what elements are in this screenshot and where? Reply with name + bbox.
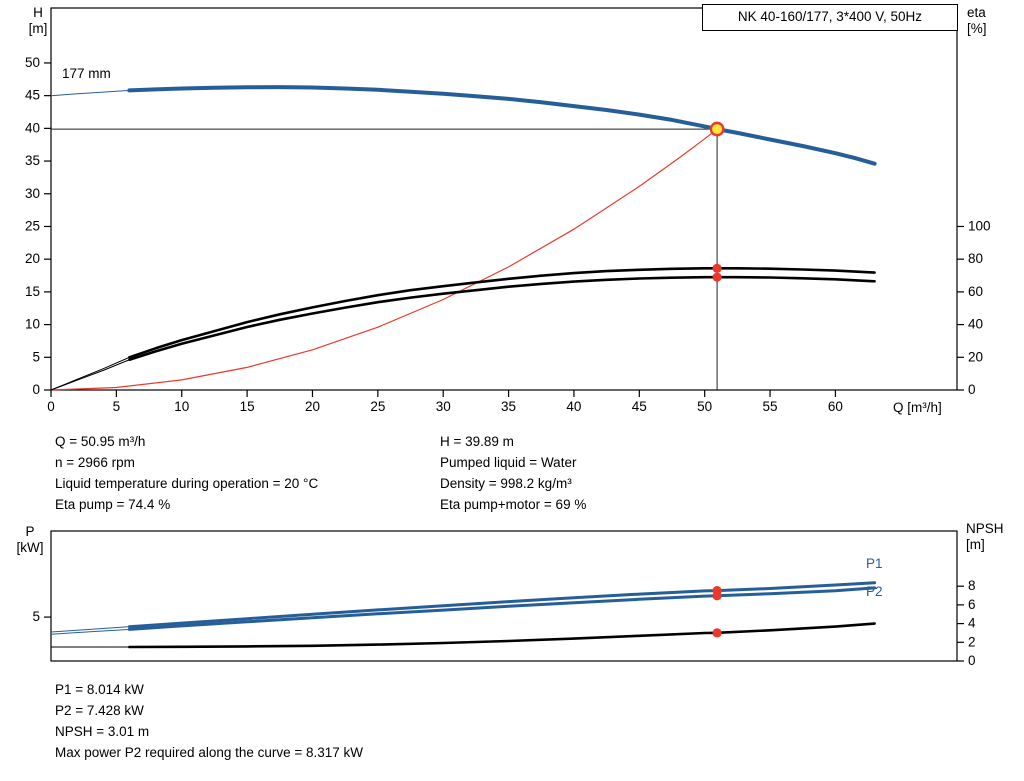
info-p2: P2 = 7.428 kW — [55, 703, 144, 718]
x-tick-label: 40 — [566, 399, 581, 414]
curve-eta-pump-motor — [128, 275, 876, 361]
info-liquid-temp: Liquid temperature during operation = 20… — [55, 476, 319, 491]
y-right-tick-label: 100 — [968, 218, 991, 233]
info-eta-pump-motor: Eta pump+motor = 69 % — [440, 497, 587, 512]
info-eta-pump: Eta pump = 74.4 % — [55, 497, 171, 512]
info-n: n = 2966 rpm — [55, 455, 135, 470]
curve-head-curve-177mm — [127, 85, 877, 166]
x-tick-label: 35 — [501, 399, 516, 414]
npsh-point-marker — [712, 628, 722, 638]
y-left-tick-label: 5 — [32, 609, 40, 624]
q-axis-label: Q [m³/h] — [893, 400, 942, 415]
y-left-tick-label: 15 — [25, 284, 40, 299]
power-info: P1 = 8.014 kW P2 = 7.428 kW NPSH = 3.01 … — [55, 679, 363, 763]
info-npsh: NPSH = 3.01 m — [55, 724, 150, 739]
y-left-tick-label: 35 — [25, 153, 40, 168]
p2-point-marker — [712, 591, 722, 601]
y-right-tick-label: 6 — [968, 597, 976, 612]
y-right-tick-label: 40 — [968, 317, 983, 332]
x-tick-label: 15 — [240, 399, 255, 414]
power-npsh-chart: 5 0 2 4 6 8 — [32, 530, 976, 668]
p2-curve-label: P2 — [866, 584, 883, 599]
y-right-tick-label: 0 — [968, 653, 976, 668]
y-right-tick-label: 0 — [968, 382, 976, 397]
operating-info-right: H = 39.89 m Pumped liquid = Water Densit… — [440, 431, 586, 515]
x-tick-label: 45 — [632, 399, 647, 414]
y-left-tick-label: 5 — [32, 349, 40, 364]
y-right-tick-label: 60 — [968, 284, 983, 299]
h-axis-label-line2: [m] — [28, 21, 48, 36]
x-tick-label: 25 — [370, 399, 385, 414]
y-right-tick-label: 4 — [968, 616, 976, 631]
curve-system-curve — [50, 128, 718, 391]
info-max-p2: Max power P2 required along the curve = … — [55, 745, 364, 760]
p1-curve-label: P1 — [866, 556, 883, 571]
eta-axis-label: eta [%] — [967, 5, 1011, 37]
curve-head-curve-177mm-leadin — [50, 89, 130, 97]
curve-npsh-curve — [128, 622, 876, 649]
y-left-tick-label: 25 — [25, 218, 40, 233]
p-axis-label-line1: P — [25, 524, 35, 539]
y-right-tick-label: 80 — [968, 251, 983, 266]
curve-p1-curve-leadin — [50, 626, 130, 633]
plot-frame — [50, 530, 958, 662]
y-right-tick-label: 2 — [968, 634, 976, 649]
x-tick-label: 60 — [828, 399, 843, 414]
info-pumped-liquid: Pumped liquid = Water — [440, 455, 577, 470]
y-left-tick-label: 45 — [25, 88, 40, 103]
p-axis-label: P [kW] — [8, 524, 52, 556]
info-p1: P1 = 8.014 kW — [55, 682, 144, 697]
info-density: Density = 998.2 kg/m³ — [440, 476, 572, 491]
npsh-axis-label: NPSH [m] — [966, 521, 1022, 553]
x-tick-label: 5 — [113, 399, 121, 414]
curve-eta-pump — [128, 267, 876, 359]
eta-pump-motor-point-marker — [712, 272, 722, 282]
y-left-tick-label: 0 — [32, 382, 40, 397]
operating-info-left: Q = 50.95 m³/h n = 2966 rpm Liquid tempe… — [55, 431, 318, 515]
x-tick-label: 55 — [763, 399, 778, 414]
y-left-tick-label: 20 — [25, 251, 40, 266]
p-axis-label-line2: [kW] — [16, 540, 44, 555]
x-tick-label: 0 — [47, 399, 55, 414]
impeller-diameter-label: 177 mm — [62, 66, 111, 81]
y-right-tick-label: 8 — [968, 578, 976, 593]
y-left-tick-label: 10 — [25, 317, 40, 332]
pump-type-box: NK 40-160/177, 3*400 V, 50Hz — [702, 4, 958, 31]
eta-axis-label-line2: [%] — [967, 21, 987, 36]
curve-p2-curve-leadin — [50, 628, 130, 635]
npsh-axis-label-line2: [m] — [966, 537, 985, 552]
curve-p1-curve — [127, 581, 877, 629]
duty-point-marker — [709, 121, 725, 137]
eta-axis-label-line1: eta — [967, 5, 986, 20]
h-axis-label: H [m] — [22, 5, 54, 37]
npsh-axis-label-line1: NPSH — [966, 521, 1004, 536]
x-tick-label: 10 — [174, 399, 189, 414]
h-axis-label-line1: H — [33, 5, 43, 20]
hq-eta-chart: 0 5 10 15 20 25 30 35 40 45 50 55 60 0 5 10 15 20 25 30 35 40… — [25, 7, 991, 414]
x-tick-label: 50 — [697, 399, 712, 414]
plot-frame — [50, 7, 958, 391]
curve-eta-pump-leadin — [50, 356, 130, 391]
y-right-tick-label: 20 — [968, 349, 983, 364]
y-left-tick-label: 30 — [25, 186, 40, 201]
eta-pump-point-marker — [712, 263, 722, 273]
x-tick-label: 30 — [436, 399, 451, 414]
y-left-tick-label: 50 — [25, 55, 40, 70]
x-tick-label: 20 — [305, 399, 320, 414]
curve-p2-curve — [127, 586, 877, 631]
info-h: H = 39.89 m — [440, 434, 514, 449]
info-q: Q = 50.95 m³/h — [55, 434, 146, 449]
y-left-tick-label: 40 — [25, 120, 40, 135]
